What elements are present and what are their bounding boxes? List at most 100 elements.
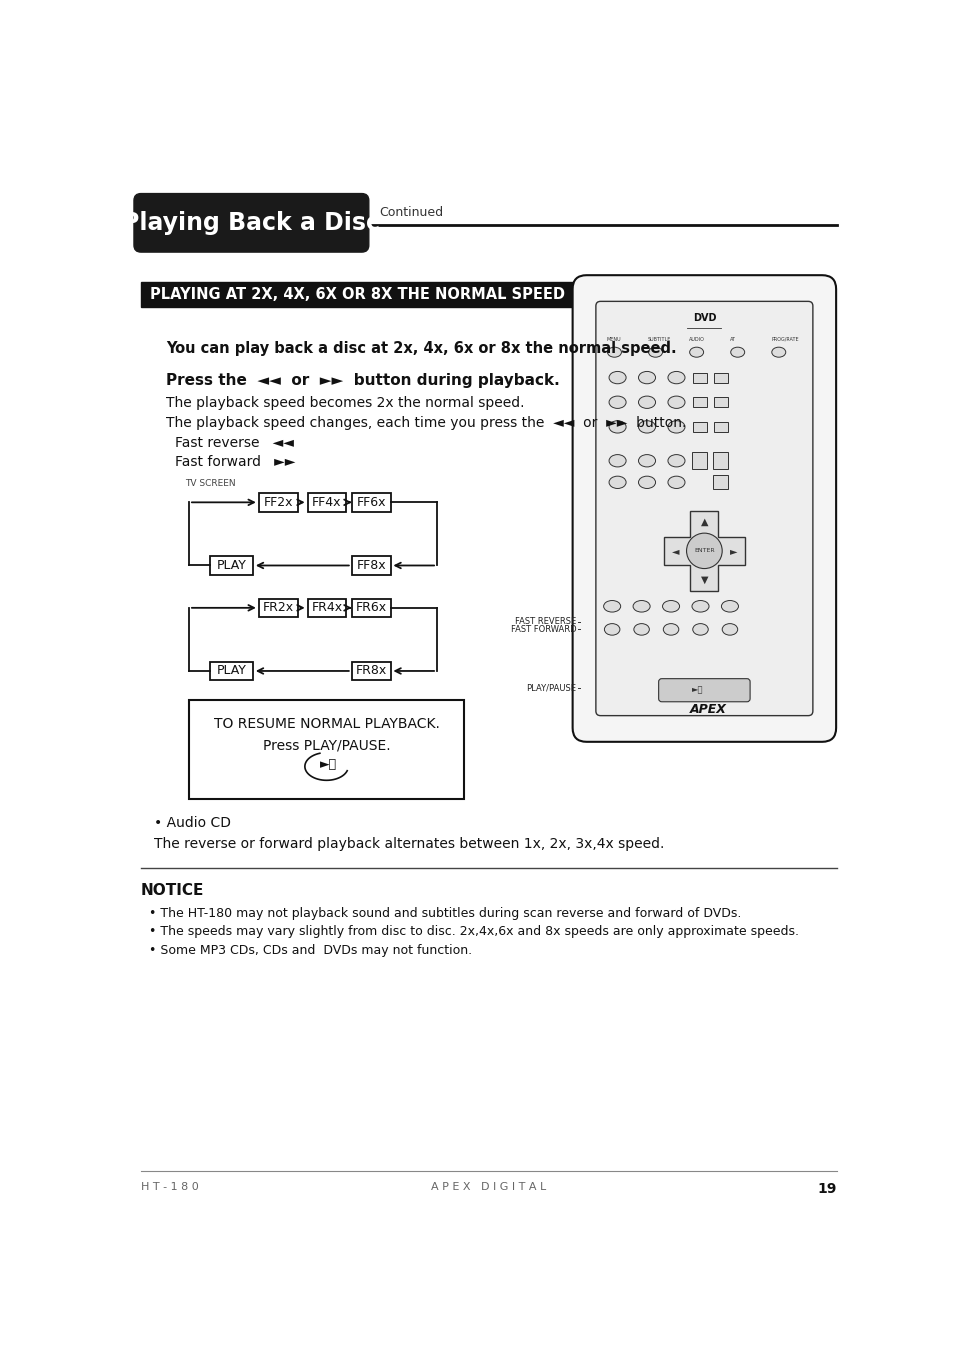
Ellipse shape	[689, 347, 703, 358]
Text: ◄: ◄	[671, 545, 679, 556]
Text: MENU: MENU	[606, 336, 620, 342]
Bar	[307, 493, 346, 512]
Bar	[189, 701, 464, 799]
Text: FAST REVERSE: FAST REVERSE	[515, 617, 576, 626]
Bar	[692, 421, 706, 432]
Text: PLAY/PAUSE: PLAY/PAUSE	[526, 683, 576, 693]
Bar	[712, 475, 728, 489]
Text: TV SCREEN: TV SCREEN	[185, 479, 235, 489]
Text: FF4x: FF4x	[312, 495, 341, 509]
FancyBboxPatch shape	[596, 301, 812, 716]
Bar	[714, 397, 728, 408]
Ellipse shape	[667, 396, 684, 409]
Text: Fast reverse   ◄◄: Fast reverse ◄◄	[174, 436, 294, 450]
Circle shape	[686, 533, 721, 568]
Text: FR6x: FR6x	[355, 601, 386, 614]
Ellipse shape	[692, 624, 707, 634]
Text: PLAYING AT 2X, 4X, 6X OR 8X THE NORMAL SPEED: PLAYING AT 2X, 4X, 6X OR 8X THE NORMAL S…	[150, 288, 565, 302]
Text: You can play back a disc at 2x, 4x, 6x or 8x the normal speed.: You can play back a disc at 2x, 4x, 6x o…	[166, 340, 676, 355]
Bar	[714, 373, 728, 382]
Text: ▼: ▼	[700, 575, 707, 585]
Bar	[210, 556, 253, 575]
Text: A P E X   D I G I T A L: A P E X D I G I T A L	[431, 1183, 546, 1192]
Text: SUBTITLE: SUBTITLE	[647, 336, 671, 342]
Text: • The speeds may vary slightly from disc to disc. 2x,4x,6x and 8x speeds are onl: • The speeds may vary slightly from disc…	[149, 925, 798, 938]
Text: AUDIO: AUDIO	[688, 336, 704, 342]
Ellipse shape	[662, 624, 679, 634]
Text: The playback speed changes, each time you press the  ◄◄  or  ►►  button.: The playback speed changes, each time yo…	[166, 416, 685, 431]
Ellipse shape	[638, 455, 655, 467]
Bar	[692, 373, 706, 382]
Text: Press the  ◄◄  or  ►►  button during playback.: Press the ◄◄ or ►► button during playbac…	[166, 373, 558, 387]
Text: Fast forward   ►►: Fast forward ►►	[174, 455, 295, 468]
Text: • Audio CD: • Audio CD	[154, 815, 231, 830]
Bar	[691, 452, 707, 470]
Bar	[258, 598, 297, 617]
Ellipse shape	[667, 477, 684, 489]
Ellipse shape	[638, 421, 655, 433]
Ellipse shape	[638, 371, 655, 383]
Ellipse shape	[608, 371, 625, 383]
Ellipse shape	[648, 347, 661, 358]
Text: ENTER: ENTER	[694, 548, 714, 554]
Ellipse shape	[633, 601, 649, 612]
Bar	[141, 282, 583, 306]
FancyBboxPatch shape	[572, 275, 835, 741]
Text: PLAY: PLAY	[216, 559, 246, 572]
Ellipse shape	[771, 347, 785, 358]
Ellipse shape	[608, 455, 625, 467]
Text: 19: 19	[817, 1183, 836, 1196]
Ellipse shape	[691, 601, 708, 612]
Text: Press PLAY/PAUSE.: Press PLAY/PAUSE.	[262, 738, 390, 753]
Polygon shape	[663, 510, 744, 591]
Bar	[352, 493, 390, 512]
Bar	[307, 598, 346, 617]
Bar	[692, 397, 706, 408]
Text: FR4x: FR4x	[311, 601, 342, 614]
Text: FR8x: FR8x	[355, 664, 386, 678]
Ellipse shape	[608, 396, 625, 409]
Bar	[258, 493, 297, 512]
Text: The playback speed becomes 2x the normal speed.: The playback speed becomes 2x the normal…	[166, 396, 524, 410]
Text: FF6x: FF6x	[356, 495, 385, 509]
Text: FAST FORWARD: FAST FORWARD	[511, 625, 576, 634]
Text: APEX: APEX	[689, 703, 726, 716]
Ellipse shape	[661, 601, 679, 612]
Ellipse shape	[603, 601, 620, 612]
Text: Continued: Continued	[378, 207, 442, 219]
Ellipse shape	[607, 347, 620, 358]
Ellipse shape	[720, 601, 738, 612]
Ellipse shape	[667, 371, 684, 383]
Ellipse shape	[730, 347, 744, 358]
Bar	[352, 556, 390, 575]
Ellipse shape	[608, 477, 625, 489]
Text: H T - 1 8 0: H T - 1 8 0	[141, 1183, 198, 1192]
Text: ▲: ▲	[700, 517, 707, 526]
Text: FF8x: FF8x	[355, 559, 386, 572]
Text: NOTICE: NOTICE	[141, 883, 204, 899]
Text: ►: ►	[729, 545, 737, 556]
Ellipse shape	[633, 624, 649, 634]
Text: ►⏸: ►⏸	[692, 684, 703, 694]
Text: FF2x: FF2x	[263, 495, 293, 509]
Text: ►⏸: ►⏸	[319, 759, 336, 771]
FancyBboxPatch shape	[133, 193, 369, 252]
Ellipse shape	[604, 624, 619, 634]
Text: TO RESUME NORMAL PLAYBACK.: TO RESUME NORMAL PLAYBACK.	[213, 717, 439, 732]
Ellipse shape	[638, 477, 655, 489]
Text: • Some MP3 CDs, CDs and  DVDs may not function.: • Some MP3 CDs, CDs and DVDs may not fun…	[149, 944, 472, 957]
Text: PROG/RATE: PROG/RATE	[770, 336, 798, 342]
Bar	[714, 421, 728, 432]
Text: PLAY: PLAY	[216, 664, 246, 678]
Bar	[210, 662, 253, 680]
FancyBboxPatch shape	[658, 679, 749, 702]
Text: DVD: DVD	[692, 313, 716, 323]
Bar	[712, 452, 728, 470]
Text: AT: AT	[729, 336, 735, 342]
Text: The reverse or forward playback alternates between 1x, 2x, 3x,4x speed.: The reverse or forward playback alternat…	[154, 837, 664, 850]
Ellipse shape	[721, 624, 737, 634]
Text: • The HT-180 may not playback sound and subtitles during scan reverse and forwar: • The HT-180 may not playback sound and …	[149, 907, 740, 919]
Ellipse shape	[608, 421, 625, 433]
Bar	[352, 662, 390, 680]
Ellipse shape	[667, 455, 684, 467]
